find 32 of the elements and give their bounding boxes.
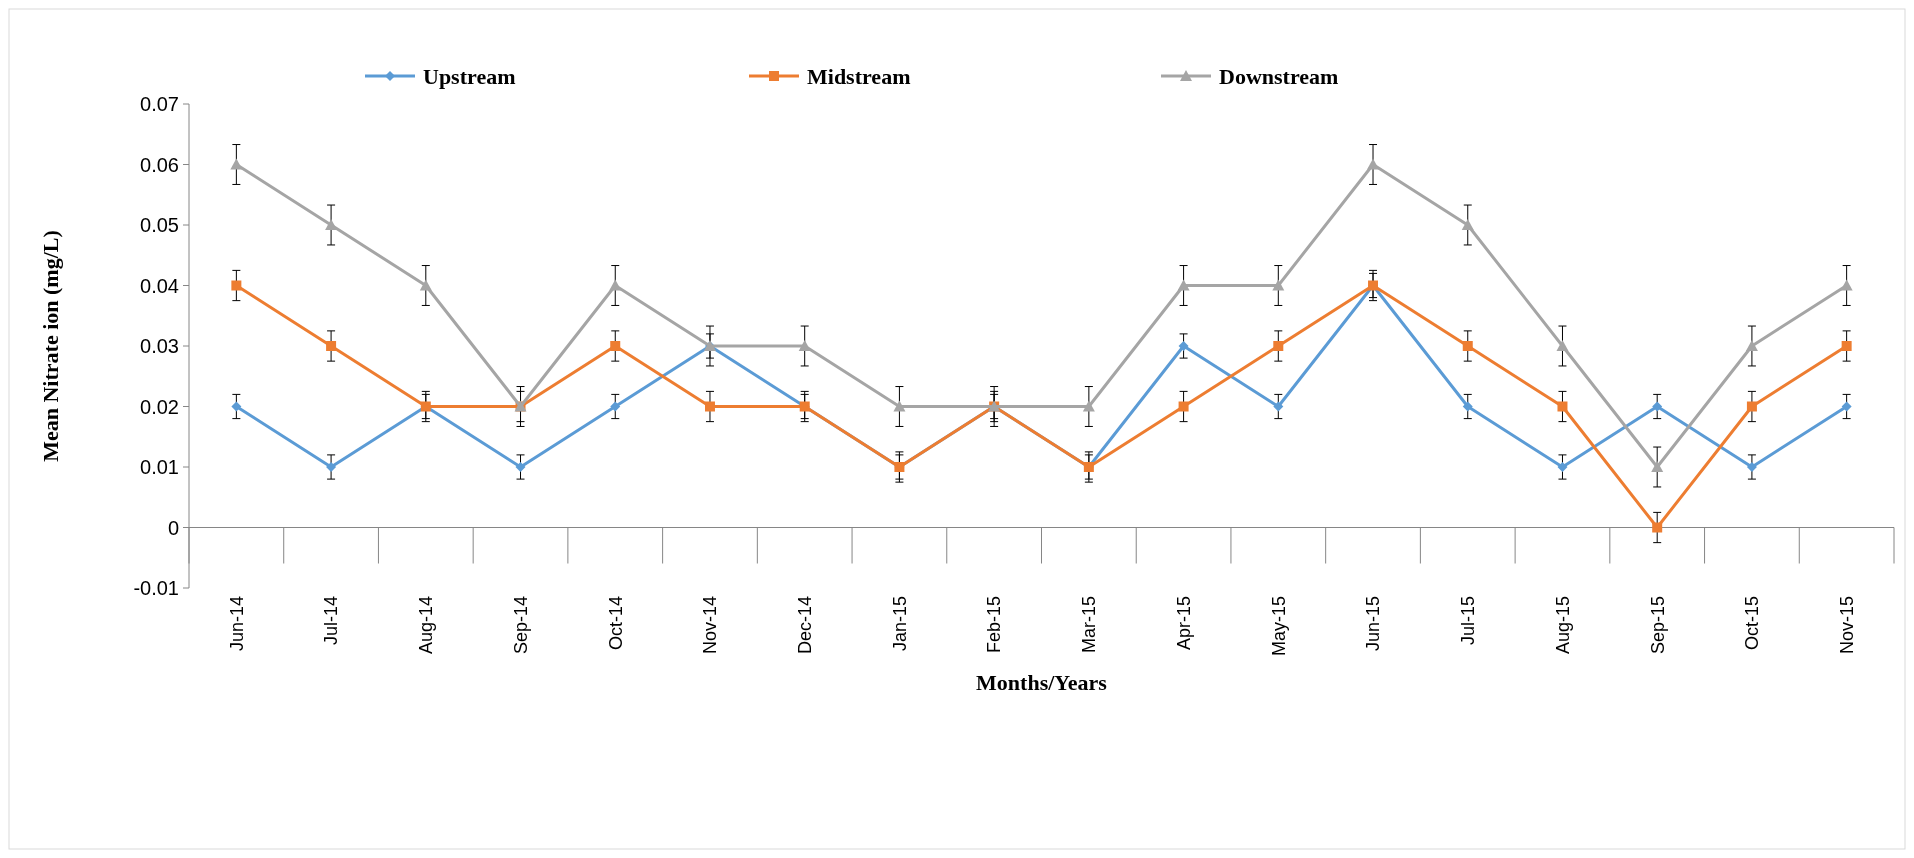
- x-tick-label: Jul-15: [1458, 596, 1479, 646]
- x-tick-label: Jun-15: [1363, 596, 1384, 652]
- y-tick-label: 0.05: [140, 214, 179, 236]
- y-tick-label: 0.04: [140, 274, 179, 297]
- x-tick-label: Nov-15: [1836, 596, 1857, 655]
- x-tick-label: May-15: [1268, 596, 1289, 657]
- x-tick-label: Aug-14: [416, 596, 437, 655]
- y-axis-title: Mean Nitrate ion (mg/L): [38, 230, 63, 462]
- x-axis-title: Months/Years: [976, 670, 1108, 695]
- legend-label: Midstream: [807, 63, 911, 89]
- x-tick-label: Feb-15: [984, 596, 1005, 654]
- x-tick-label: Mar-15: [1079, 596, 1100, 654]
- x-tick-label: Sep-15: [1647, 596, 1668, 655]
- x-tick-label: Jul-14: [321, 596, 342, 646]
- y-tick-label: 0.02: [140, 395, 179, 418]
- y-tick-label: -0.01: [133, 577, 179, 599]
- x-tick-label: Aug-15: [1552, 596, 1573, 655]
- legend-label: Upstream: [423, 63, 516, 89]
- x-tick-label: Jun-14: [226, 596, 247, 652]
- y-tick-label: 0.07: [140, 93, 179, 115]
- x-tick-label: Sep-14: [510, 596, 531, 655]
- x-tick-label: Nov-14: [700, 596, 721, 655]
- x-tick-label: Dec-14: [794, 596, 815, 655]
- y-tick-label: 0.06: [140, 153, 179, 176]
- y-tick-label: 0.01: [140, 456, 179, 478]
- y-tick-label: 0: [167, 516, 179, 539]
- x-tick-label: Oct-14: [605, 596, 626, 651]
- x-tick-label: Oct-15: [1742, 596, 1763, 651]
- y-tick-label: 0.03: [140, 335, 179, 357]
- x-tick-label: Jan-15: [889, 596, 910, 652]
- legend-label: Downstream: [1219, 63, 1339, 89]
- x-tick-label: Apr-15: [1173, 596, 1194, 651]
